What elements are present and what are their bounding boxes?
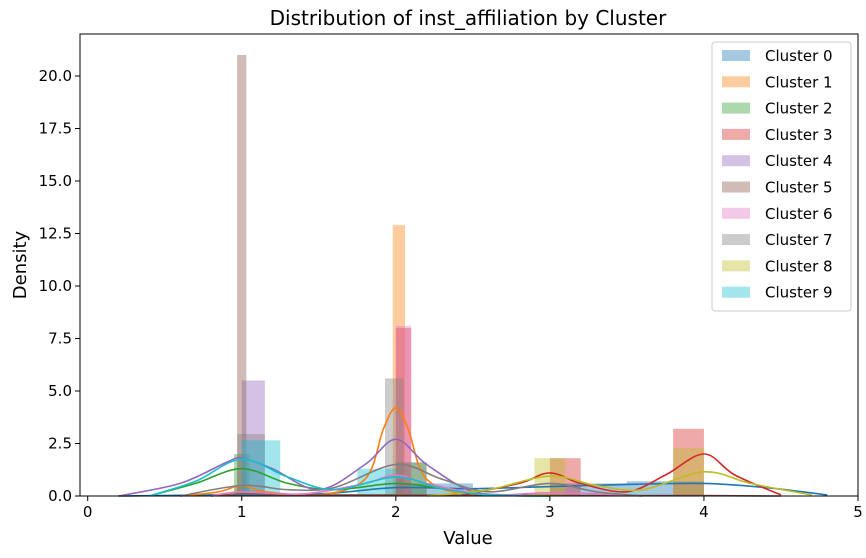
bar-cluster-0-0 (395, 483, 473, 496)
legend-swatch (722, 128, 750, 140)
y-axis-ticks: 0.0 2.5 5.0 7.5 10.0 12.5 15.0 17.5 20.0 (39, 67, 80, 505)
legend-swatch (722, 207, 750, 219)
y-tick-label: 2.5 (48, 435, 72, 453)
legend-label: Cluster 5 (765, 179, 833, 197)
legend-box (711, 41, 852, 312)
y-tick-label: 15.0 (39, 172, 72, 190)
legend-label: Cluster 2 (765, 100, 833, 118)
kde-line-cluster-6 (210, 474, 627, 497)
bar-cluster-1-1 (234, 485, 250, 496)
x-axis-label: Value (443, 528, 492, 549)
legend-label: Cluster 6 (765, 205, 833, 223)
kde-line-cluster-0 (118, 482, 828, 497)
bar-cluster-3-1 (673, 428, 704, 496)
legend: Cluster 0 Cluster 1 Cluster 2 Cluster 3 Clus… (711, 41, 852, 312)
y-tick-label: 0.0 (48, 487, 72, 505)
y-tick-label: 12.5 (39, 225, 72, 243)
legend-swatch (722, 76, 750, 88)
x-axis-ticks: 0 1 2 3 4 5 (83, 496, 863, 521)
y-tick-label: 7.5 (48, 330, 72, 348)
legend-swatch (722, 286, 750, 298)
x-tick-label: 2 (391, 503, 401, 521)
bar-cluster-6-0 (395, 325, 412, 496)
bar-cluster-4-0 (241, 380, 265, 496)
y-tick-label: 17.5 (39, 120, 72, 138)
bars-layer (234, 55, 704, 496)
legend-label: Cluster 1 (765, 73, 833, 91)
legend-swatch (722, 260, 750, 272)
plot-frame (79, 33, 859, 497)
bar-cluster-6-1 (238, 489, 250, 496)
legend-swatch (722, 234, 750, 246)
chart-title: Distribution of inst_affiliation by Clus… (270, 6, 667, 30)
bar-cluster-7-0 (385, 378, 404, 496)
bar-cluster-5-0 (237, 55, 247, 496)
legend-label: Cluster 0 (765, 47, 833, 65)
legend-swatch (722, 181, 750, 193)
kde-line-cluster-7 (180, 463, 643, 497)
x-tick-label: 1 (237, 503, 247, 521)
legend-swatch (722, 50, 750, 61)
legend-label: Cluster 8 (765, 257, 833, 275)
legend-label: Cluster 7 (765, 231, 833, 249)
bar-cluster-1-0 (392, 225, 406, 496)
x-tick-label: 5 (853, 503, 863, 521)
legend-swatch (722, 102, 750, 114)
kde-line-cluster-8 (426, 471, 812, 497)
x-tick-label: 0 (83, 503, 93, 521)
bar-cluster-3-2 (395, 328, 412, 496)
kde-line-cluster-9 (149, 458, 550, 497)
legend-label: Cluster 3 (765, 126, 833, 144)
legend-swatch (722, 155, 750, 167)
x-tick-label: 4 (699, 503, 709, 521)
x-tick-label: 3 (545, 503, 555, 521)
y-tick-label: 10.0 (39, 277, 72, 295)
legend-label: Cluster 4 (765, 152, 833, 170)
y-tick-label: 20.0 (39, 67, 72, 85)
legend-label: Cluster 9 (765, 284, 833, 302)
y-axis-label: Density (10, 230, 31, 299)
bar-cluster-9-1 (357, 468, 396, 496)
kde-layer (118, 406, 828, 497)
y-tick-label: 5.0 (48, 382, 72, 400)
